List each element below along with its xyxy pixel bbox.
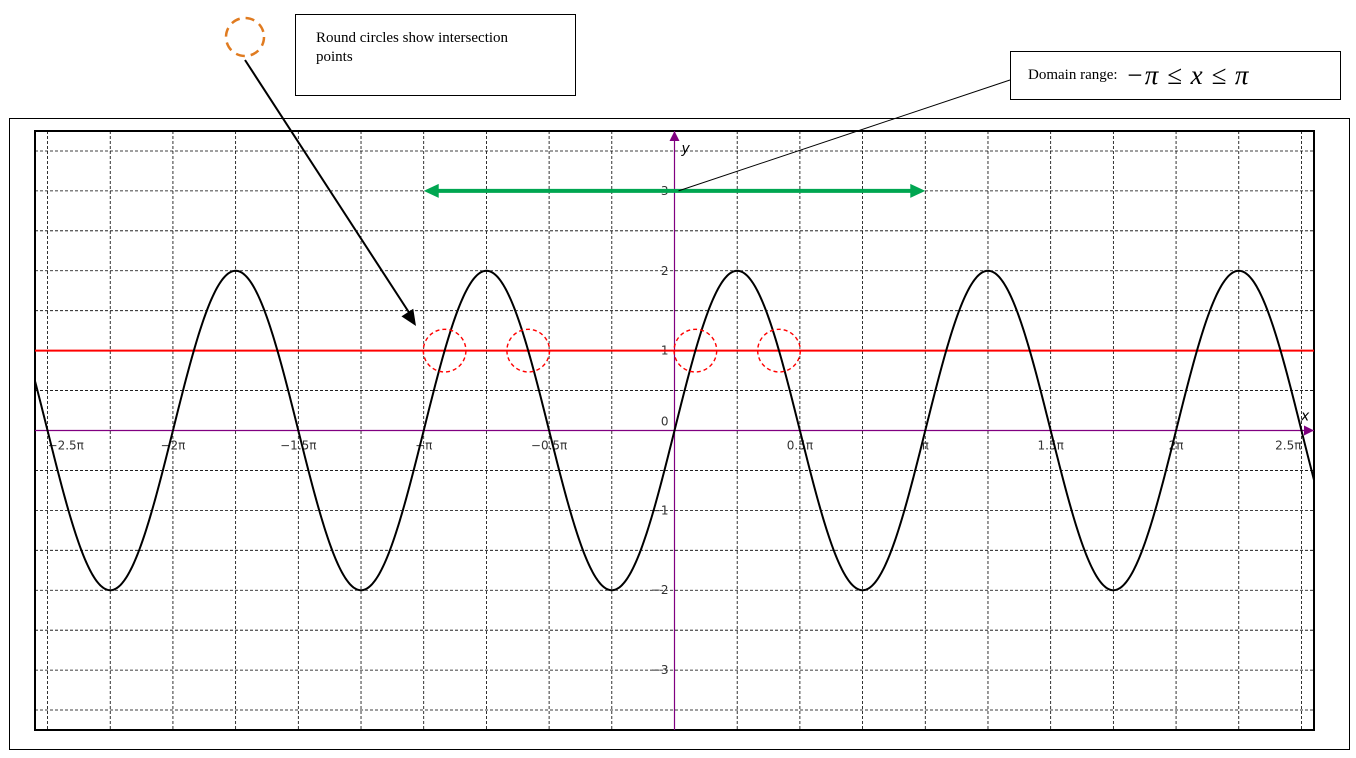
pointer-arrow-head bbox=[401, 308, 416, 326]
x-tick-label: π bbox=[922, 439, 929, 453]
y-tick-label: −3 bbox=[651, 663, 669, 677]
x-axis-label: x bbox=[1300, 409, 1310, 425]
y-axis-arrowhead bbox=[669, 131, 680, 141]
domain-arrow-right-head bbox=[910, 183, 926, 198]
x-tick-label: −2π bbox=[160, 439, 185, 453]
circles-note-callout: Round circles show intersection points bbox=[295, 14, 576, 96]
y-tick-label: −2 bbox=[651, 583, 669, 597]
sine-curve bbox=[34, 269, 1315, 592]
domain-range-callout: Domain range: −π ≤ x ≤ π bbox=[1010, 51, 1341, 100]
x-axis-arrowhead bbox=[1304, 425, 1314, 436]
x-tick-label: −1.5π bbox=[280, 439, 316, 453]
tick-labels: −2.5π−2π−1.5π−π−0.5π0.5ππ1.5π2π2.5π3210−… bbox=[48, 184, 1302, 677]
intersection-circle bbox=[673, 328, 718, 373]
y-tick-label: 0 bbox=[661, 415, 669, 429]
circles-note-text: Round circles show intersection points bbox=[316, 30, 509, 65]
y-tick-label: 2 bbox=[661, 264, 669, 278]
x-tick-label: −π bbox=[415, 439, 432, 453]
overlays bbox=[224, 16, 1011, 373]
pointer-arrow-shaft bbox=[244, 59, 411, 315]
domain-callout-leader bbox=[678, 79, 1011, 192]
intersection-circle bbox=[422, 328, 467, 373]
x-tick-label: 1.5π bbox=[1038, 439, 1064, 453]
y-axis-label: y bbox=[681, 141, 691, 157]
legend-dashed-circle bbox=[224, 16, 266, 58]
x-tick-label: 2.5π bbox=[1275, 439, 1301, 453]
domain-arrow-left-head bbox=[423, 183, 439, 198]
domain-range-label: Domain range: bbox=[1028, 67, 1118, 83]
x-tick-label: 0.5π bbox=[787, 439, 813, 453]
intersection-circle bbox=[506, 328, 551, 373]
x-tick-label: −2.5π bbox=[48, 439, 84, 453]
x-tick-label: −0.5π bbox=[531, 439, 567, 453]
domain-range-math: −π ≤ x ≤ π bbox=[1125, 60, 1250, 90]
intersection-circle bbox=[756, 328, 802, 373]
plot-frame bbox=[9, 118, 1350, 750]
